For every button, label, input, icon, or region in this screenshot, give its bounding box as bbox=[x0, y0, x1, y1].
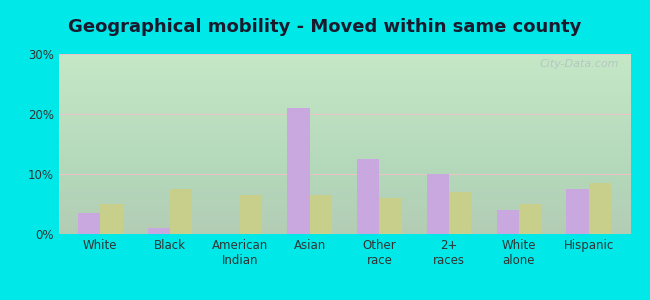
Bar bbox=[357, 159, 380, 234]
Bar bbox=[497, 210, 519, 234]
Bar bbox=[240, 195, 262, 234]
Bar bbox=[287, 108, 309, 234]
Bar bbox=[170, 189, 192, 234]
Bar bbox=[380, 198, 402, 234]
Bar bbox=[566, 189, 589, 234]
Bar bbox=[100, 204, 123, 234]
Bar bbox=[309, 195, 332, 234]
Bar bbox=[78, 213, 100, 234]
Bar bbox=[519, 204, 541, 234]
Text: Geographical mobility - Moved within same county: Geographical mobility - Moved within sam… bbox=[68, 18, 582, 36]
Bar bbox=[449, 192, 471, 234]
Text: City-Data.com: City-Data.com bbox=[540, 59, 619, 69]
Bar bbox=[589, 183, 611, 234]
Bar bbox=[427, 174, 449, 234]
Bar bbox=[148, 228, 170, 234]
